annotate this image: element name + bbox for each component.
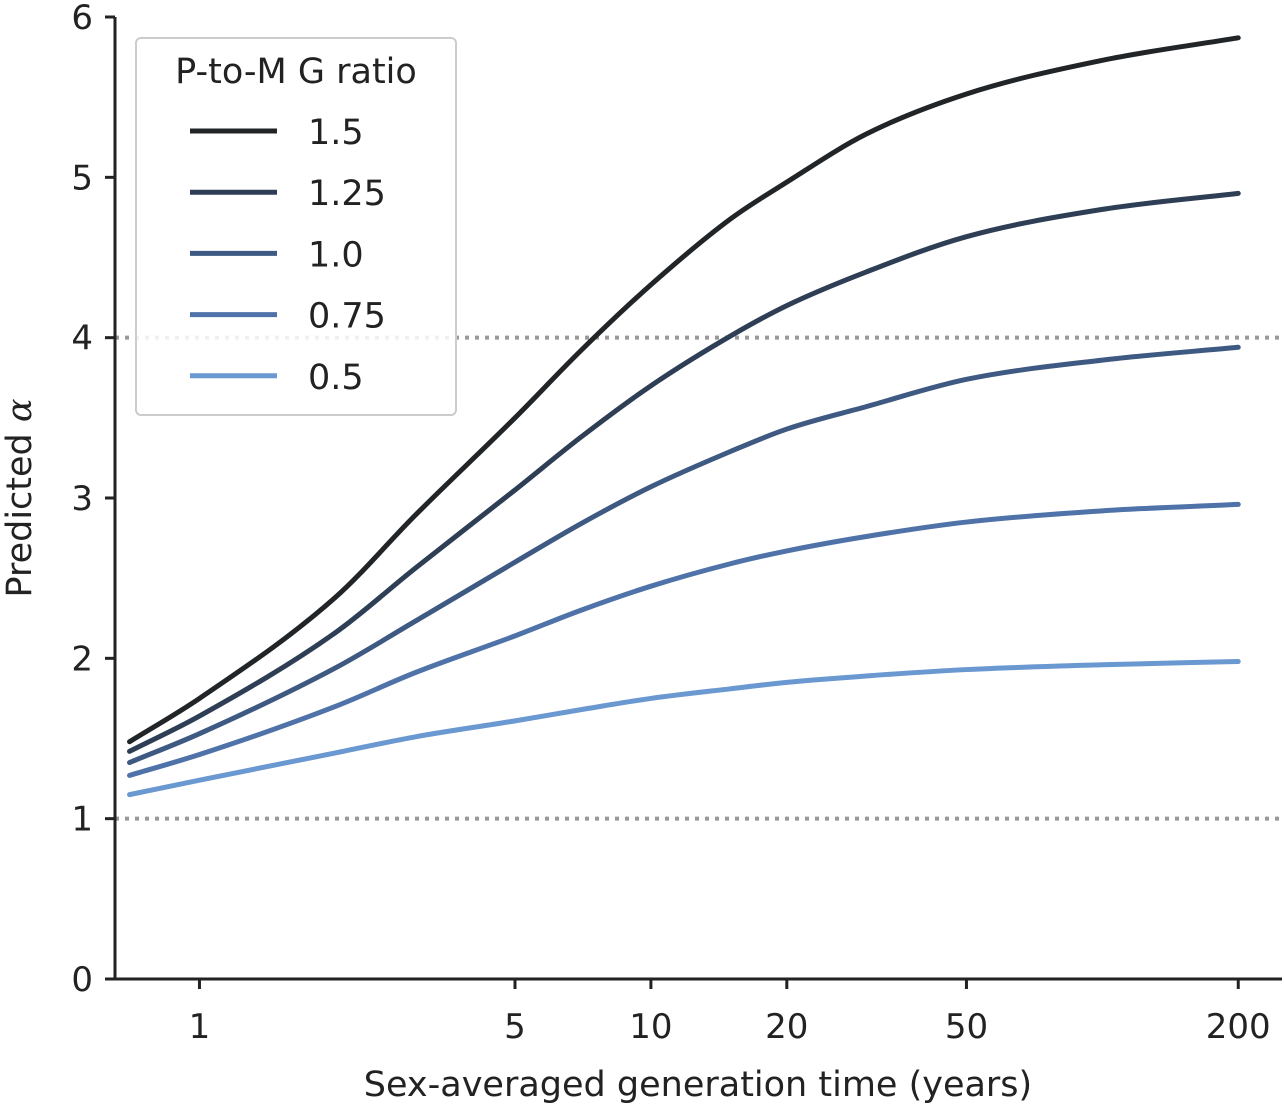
y-axis-label-symbol: α [0,398,40,422]
y-tick-label: 4 [71,319,93,359]
series-line-1.0 [127,344,1241,766]
y-tick-label: 1 [71,800,93,840]
x-tick-label: 1 [189,1007,211,1047]
y-tick-label: 5 [71,158,93,198]
legend: P-to-M G ratio 1.5 1.25 1.0 0.75 0.5 [135,37,457,416]
legend-box [135,37,457,416]
x-tick-label: 50 [945,1007,988,1047]
legend-title: P-to-M G ratio [175,52,417,92]
y-tick-label: 2 [71,639,93,679]
series-line-1.25 [127,190,1241,754]
legend-label: 1.0 [308,235,364,275]
legend-label: 1.5 [308,113,364,153]
x-axis-label: Sex-averaged generation time (years) [364,1065,1032,1105]
series-lines [127,35,1241,798]
y-tick-label: 3 [71,479,93,519]
series-line-0.5 [127,659,1241,798]
y-ticks: 0 1 2 3 4 5 6 [71,0,115,1000]
y-axis-label-text: Predicted [0,422,40,597]
x-tick-label: 20 [765,1007,808,1047]
x-tick-label: 5 [504,1007,526,1047]
y-tick-label: 6 [71,0,93,38]
series-line-0.75 [127,501,1241,778]
legend-label: 0.75 [308,297,386,337]
legend-items: 1.5 1.25 1.0 0.75 0.5 [190,113,386,398]
x-tick-label: 10 [629,1007,672,1047]
x-tick-label: 200 [1206,1007,1271,1047]
legend-label: 1.25 [308,174,386,214]
legend-label: 0.5 [308,358,364,398]
series-line-1.5 [127,35,1241,745]
reference-lines [115,335,1282,821]
x-ticks: 1 5 10 20 50 200 [189,979,1271,1047]
y-axis-label: Predicted α [0,398,40,597]
y-tick-label: 0 [71,960,93,1000]
